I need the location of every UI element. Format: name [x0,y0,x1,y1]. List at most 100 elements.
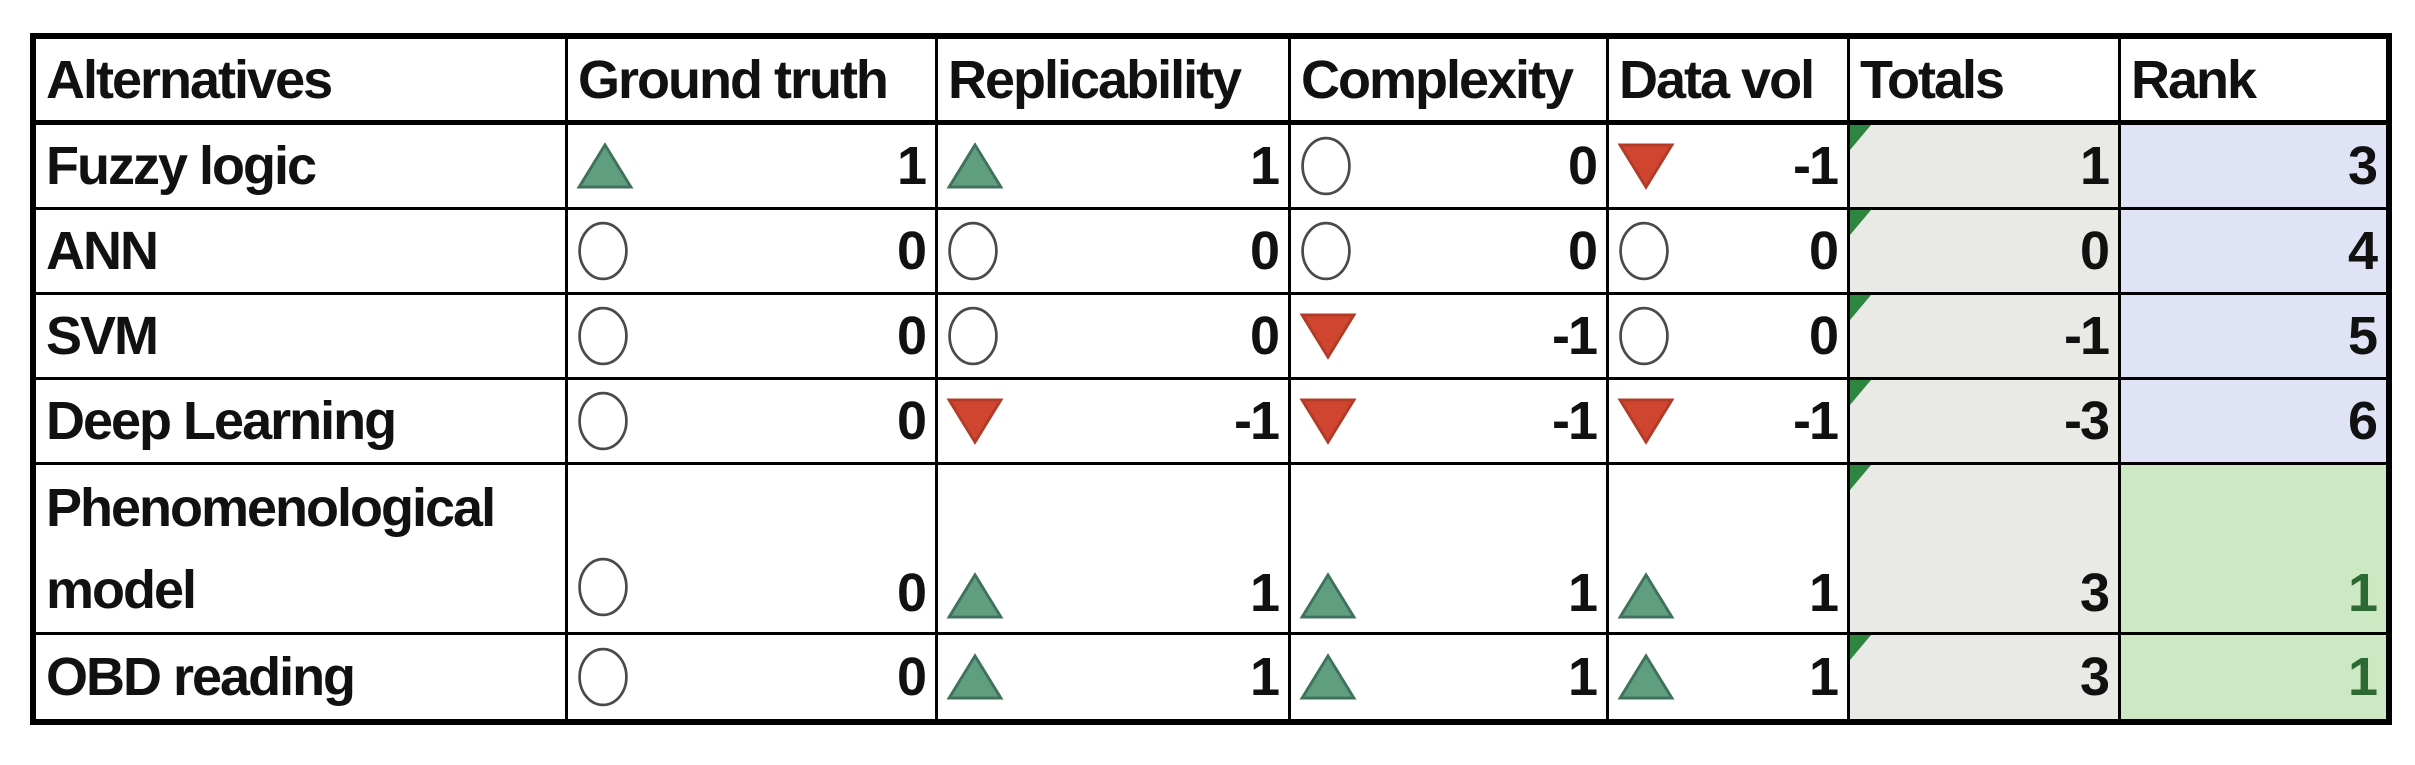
ground-truth-cell: 0 [568,465,938,635]
circle-icon [946,303,1000,369]
triangle-up-icon [946,653,1004,701]
score-value: 0 [896,563,927,623]
column-header-label: Data vol [1619,49,1815,110]
replicability-cell: -1 [938,380,1291,465]
header-cell-data-vol: Data vol [1609,39,1850,125]
data-vol-cell: 1 [1609,635,1850,719]
circle-icon [576,644,630,710]
column-header-label: Totals [1860,49,2005,110]
total-value: -1 [2063,306,2110,366]
triangle-down-icon [1617,142,1675,190]
ground-truth-cell: 0 [568,635,938,719]
header-cell-alternatives: Alternatives [36,39,568,125]
formula-marker-icon [1850,465,1871,490]
alternative-name-cell: Deep Learning [36,380,568,465]
ground-truth-cell: 0 [568,380,938,465]
alternative-label: Deep Learning [46,391,397,451]
score-value: 1 [1249,563,1280,623]
ground-truth-cell: 0 [568,295,938,380]
replicability-cell: 1 [938,635,1291,719]
score-value: 0 [896,221,927,281]
complexity-cell: -1 [1291,380,1609,465]
triangle-up-icon [946,142,1004,190]
formula-marker-icon [1850,635,1871,660]
triangle-down-icon [1617,397,1675,445]
rank-value: 4 [2347,221,2378,281]
header-row: Alternatives Ground truth Replicability … [36,39,2386,125]
score-value: 0 [896,391,927,451]
triangle-down-icon [946,397,1004,445]
triangle-up-icon [946,572,1004,620]
rank-value: 1 [2347,647,2378,707]
totals-cell: -1 [1850,295,2121,380]
triangle-up-icon [1617,653,1675,701]
circle-icon [576,303,630,369]
triangle-down-icon [1299,312,1357,360]
score-value: -1 [1792,136,1839,196]
header-cell-rank: Rank [2121,39,2386,125]
rank-cell: 1 [2121,635,2386,719]
alternative-name-cell: OBD reading [36,635,568,719]
totals-cell: 1 [1850,125,2121,210]
rank-cell: 3 [2121,125,2386,210]
score-value: -1 [1551,391,1598,451]
complexity-cell: 1 [1291,465,1609,635]
alternative-name-cell: ANN [36,210,568,295]
total-value: 1 [2079,136,2110,196]
header-cell-ground-truth: Ground truth [568,39,938,125]
total-value: 3 [2079,647,2110,707]
column-header-label: Alternatives [46,49,333,110]
alternative-label: OBD reading [46,647,356,707]
triangle-down-icon [1299,397,1357,445]
column-header-label: Complexity [1301,49,1574,110]
alternative-name-cell: Fuzzy logic [36,125,568,210]
total-value: 3 [2079,563,2110,623]
score-value: -1 [1233,391,1280,451]
decision-matrix-table: Alternatives Ground truth Replicability … [30,33,2392,725]
score-value: 0 [1249,306,1280,366]
score-value: 1 [896,136,927,196]
score-value: 0 [1808,221,1839,281]
column-header-label: Rank [2131,49,2257,110]
rank-value: 3 [2347,136,2378,196]
circle-icon [576,218,630,284]
totals-cell: -3 [1850,380,2121,465]
alternative-label: SVM [46,306,159,366]
totals-cell: 0 [1850,210,2121,295]
alternative-label: ANN [46,221,159,281]
alternative-label: Fuzzy logic [46,136,317,196]
score-value: 1 [1249,136,1280,196]
alternative-name-cell: Phenomenological model [36,465,568,635]
rank-cell: 1 [2121,465,2386,635]
replicability-cell: 1 [938,125,1291,210]
alternative-label: Phenomenological model [46,477,496,620]
triangle-up-icon [1617,572,1675,620]
score-value: 1 [1808,563,1839,623]
score-value: 1 [1567,647,1598,707]
rank-cell: 4 [2121,210,2386,295]
column-header-label: Ground truth [578,49,889,110]
rank-value: 6 [2347,391,2378,451]
table-row-ann: ANN 0 0 0 0 0 4 [36,210,2386,295]
complexity-cell: 1 [1291,635,1609,719]
ground-truth-cell: 0 [568,210,938,295]
triangle-up-icon [1299,572,1357,620]
data-vol-cell: -1 [1609,380,1850,465]
header-cell-complexity: Complexity [1291,39,1609,125]
complexity-cell: 0 [1291,125,1609,210]
replicability-cell: 0 [938,210,1291,295]
alternative-name-cell: SVM [36,295,568,380]
circle-icon [1617,303,1671,369]
circle-icon [1617,218,1671,284]
table-row-svm: SVM 0 0 -1 0 -1 5 [36,295,2386,380]
rank-cell: 6 [2121,380,2386,465]
table-row-obd-reading: OBD reading 0 1 1 1 3 1 [36,635,2386,719]
data-vol-cell: 0 [1609,210,1850,295]
formula-marker-icon [1850,295,1871,320]
table-row-fuzzy-logic: Fuzzy logic 1 1 0 -1 1 3 [36,125,2386,210]
formula-marker-icon [1850,210,1871,235]
header-cell-totals: Totals [1850,39,2121,125]
formula-marker-icon [1850,380,1871,405]
table-row-phenomenological-model: Phenomenological model 0 1 1 1 3 1 [36,465,2386,635]
score-value: 0 [1567,221,1598,281]
